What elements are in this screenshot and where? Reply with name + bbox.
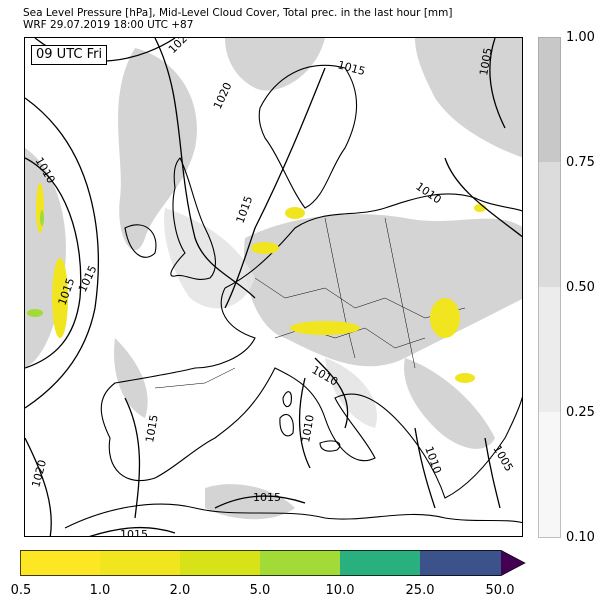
- isobar-label: 1020: [211, 80, 235, 111]
- isobar-1015-center: [314, 357, 349, 429]
- time-label: 09 UTC Fri: [31, 45, 108, 65]
- cloud-tick-label: 0.10: [566, 530, 595, 545]
- cloud-band-high: [538, 37, 561, 162]
- cloud-area: [114, 338, 148, 418]
- cloud-band-mid-high: [538, 162, 561, 287]
- isobar-1010-balkan: [414, 427, 436, 509]
- isobar-1005: [489, 38, 506, 129]
- precip-tick-label: 50.0: [485, 583, 515, 598]
- cloud-area: [404, 358, 495, 449]
- colorbar-frame: [538, 37, 561, 538]
- isobar-label: 1015: [143, 414, 161, 444]
- cloud-area: [325, 358, 377, 428]
- precip-band: [20, 550, 100, 576]
- precipitation-heavy: [27, 210, 44, 317]
- precip-cell: [36, 183, 44, 233]
- coastline-sardinia: [279, 414, 294, 437]
- colorbar-frame: [20, 550, 526, 576]
- precip-cell: [430, 298, 460, 338]
- isobar-1020: [154, 38, 256, 299]
- isobar-label: 1010: [422, 445, 444, 476]
- precipitation-layer: [36, 183, 486, 383]
- precip-cell: [290, 321, 360, 335]
- isobar-label: 1005: [477, 47, 495, 77]
- cloud-tick-label: 0.25: [566, 405, 595, 420]
- precip-cell: [52, 258, 68, 338]
- cloud-area: [118, 48, 197, 251]
- border: [254, 277, 466, 319]
- isobar-1020-sw: [25, 437, 52, 536]
- isobar-label: 1015: [253, 491, 281, 504]
- border: [384, 217, 416, 369]
- precip-cell: [251, 242, 279, 254]
- cloud-area: [244, 214, 522, 367]
- coastline-sicily: [319, 440, 341, 452]
- border: [324, 217, 356, 359]
- isobar-1015: [224, 67, 326, 309]
- isobar-label: 1015: [76, 263, 100, 294]
- isobar-label: 1010: [413, 180, 443, 207]
- map-canvas: 1025 1015 1005 1020 1010 1015 1010 1015 …: [25, 38, 522, 537]
- precipitation-colorbar: [20, 550, 526, 576]
- precip-cell: [27, 309, 43, 317]
- cloud-area: [205, 484, 295, 520]
- precip-cell: [474, 204, 486, 212]
- cloud-cover-light: [164, 208, 377, 428]
- cloud-cover-layer: [25, 38, 522, 520]
- cloud-band-mid-low: [538, 287, 561, 412]
- isobar-1015-west: [25, 97, 99, 409]
- precip-tick-label: 25.0: [405, 583, 435, 598]
- cloud-cover-colorbar: [538, 37, 561, 538]
- isobar-label: 1010: [299, 414, 317, 444]
- isobar-label: 1020: [29, 458, 49, 488]
- coastline-corsica: [282, 391, 292, 408]
- precip-band: [260, 550, 340, 576]
- precip-tick-label: 0.5: [10, 583, 32, 598]
- coastline-scandinavia: [258, 64, 358, 209]
- precip-extend-arrow: [501, 550, 525, 576]
- precip-cell: [455, 373, 475, 383]
- cloud-area: [415, 38, 522, 158]
- coastline-ireland: [124, 224, 157, 258]
- isobar-label: 1015: [120, 528, 148, 537]
- cloud-area: [225, 38, 325, 91]
- coastline-continent: [100, 193, 522, 499]
- isobar-1010-east: [444, 157, 522, 238]
- cloud-tick-label: 1.00: [566, 30, 595, 45]
- isobar-label: 1015: [234, 194, 256, 225]
- weather-map[interactable]: 1025 1015 1005 1020 1010 1015 1010 1015 …: [24, 37, 523, 537]
- border: [154, 367, 236, 389]
- precip-band: [340, 550, 420, 576]
- cloud-tick-label: 0.50: [566, 280, 595, 295]
- precip-tick-label: 10.0: [325, 583, 355, 598]
- isobar-label: 1005: [490, 443, 515, 474]
- precip-tick-label: 2.0: [169, 583, 191, 598]
- isobar-1010-west: [25, 157, 82, 369]
- isobar-1015-africa: [214, 495, 306, 509]
- precip-tick-label: 1.0: [89, 583, 111, 598]
- chart-subtitle: WRF 29.07.2019 18:00 UTC +87: [23, 19, 194, 31]
- isobar-1015-spain: [124, 397, 141, 519]
- isobar-1010-italy: [298, 377, 311, 469]
- precip-band: [100, 550, 180, 576]
- cloud-area: [164, 208, 255, 309]
- precip-cell: [40, 210, 44, 226]
- coastline-africa: [64, 503, 522, 529]
- chart-title: Sea Level Pressure [hPa], Mid-Level Clou…: [23, 7, 453, 19]
- precip-cell: [285, 207, 305, 219]
- precip-tick-label: 5.0: [249, 583, 271, 598]
- coastline-british-isles: [170, 157, 216, 280]
- coastlines: [64, 64, 522, 529]
- precip-band: [420, 550, 501, 576]
- isobar-1005-se: [484, 437, 501, 509]
- cloud-band-low: [538, 412, 561, 538]
- precip-band: [180, 550, 260, 576]
- isobars: [25, 38, 522, 536]
- cloud-tick-label: 0.75: [566, 155, 595, 170]
- isobar-1015-south: [89, 526, 176, 536]
- isobar-label: 1015: [336, 58, 366, 78]
